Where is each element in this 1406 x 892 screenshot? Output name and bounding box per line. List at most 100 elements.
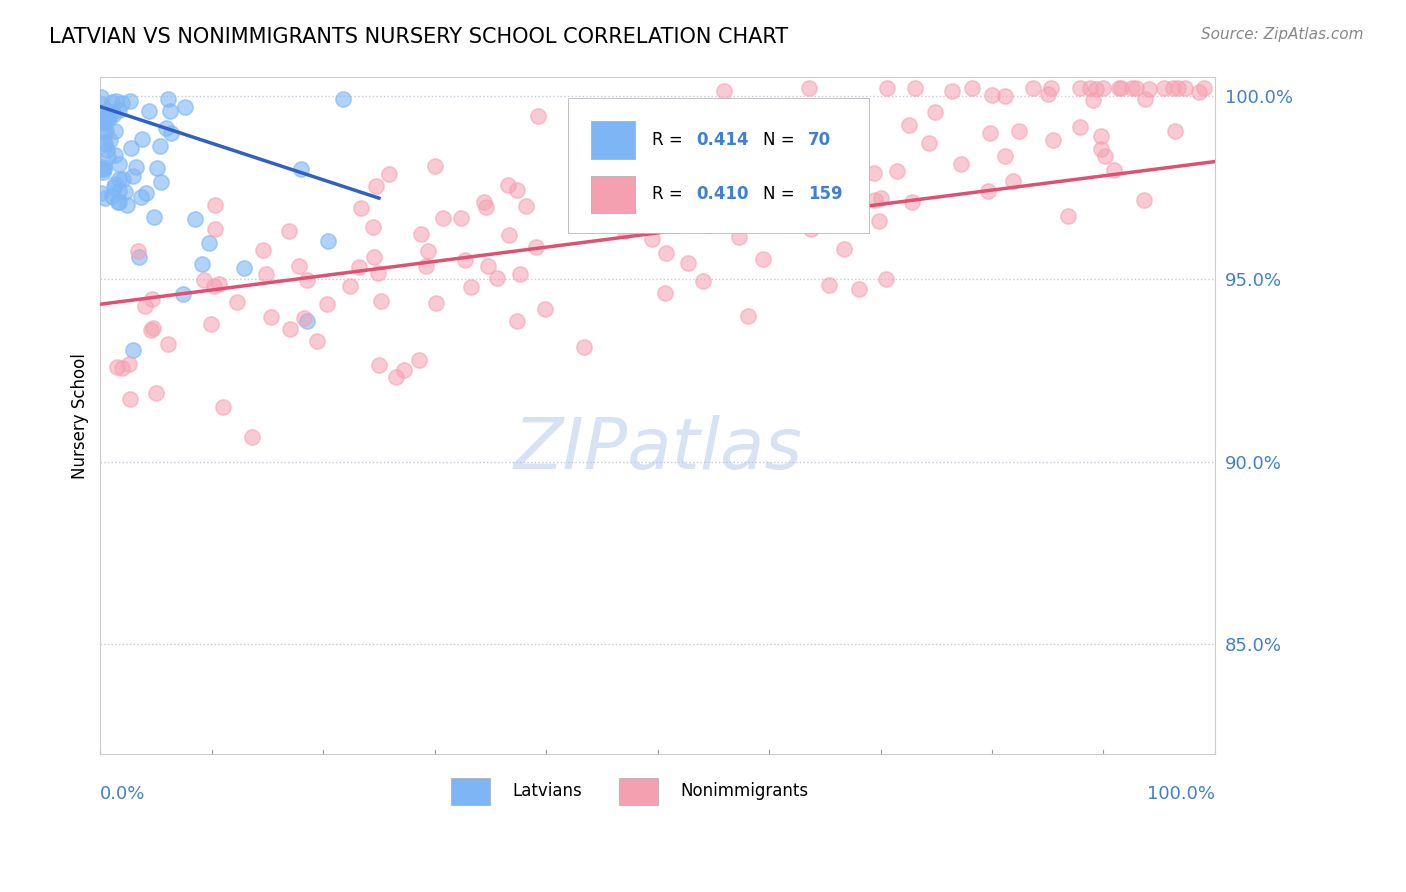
Point	[145, 161, 167, 176]
Point	[450, 211, 472, 225]
Point	[714, 194, 737, 209]
Point	[339, 278, 361, 293]
Text: N =: N =	[763, 131, 800, 149]
Point	[817, 277, 839, 292]
Point	[212, 400, 235, 414]
Point	[290, 162, 312, 177]
Y-axis label: Nursery School: Nursery School	[72, 353, 89, 479]
Point	[727, 230, 749, 244]
Point	[91, 164, 114, 178]
Point	[107, 195, 129, 210]
Point	[1057, 209, 1080, 223]
Point	[614, 224, 637, 238]
Text: 0.414: 0.414	[696, 131, 749, 149]
Point	[672, 205, 695, 219]
Text: 70: 70	[808, 131, 831, 149]
Point	[655, 245, 678, 260]
Point	[506, 314, 529, 328]
Point	[1188, 86, 1211, 100]
Point	[103, 179, 125, 194]
Point	[202, 279, 225, 293]
Text: Nonimmigrants: Nonimmigrants	[681, 782, 808, 800]
Point	[1083, 93, 1105, 107]
Point	[1038, 87, 1060, 101]
Point	[1069, 81, 1091, 95]
Point	[869, 191, 891, 205]
FancyBboxPatch shape	[451, 778, 491, 805]
Point	[1008, 124, 1031, 138]
Point	[120, 94, 142, 108]
Point	[979, 126, 1001, 140]
FancyBboxPatch shape	[619, 778, 658, 805]
Point	[460, 280, 482, 294]
Point	[174, 100, 197, 114]
Point	[1039, 81, 1062, 95]
Point	[184, 212, 207, 227]
Text: 100.0%: 100.0%	[1147, 785, 1215, 803]
Text: R =: R =	[652, 185, 688, 202]
Point	[752, 197, 775, 211]
Point	[131, 132, 153, 146]
Point	[105, 359, 128, 374]
Point	[159, 126, 181, 140]
Point	[143, 210, 166, 224]
Point	[425, 295, 447, 310]
Point	[94, 191, 117, 205]
Point	[96, 110, 118, 124]
Point	[676, 256, 699, 270]
Point	[378, 167, 401, 181]
Point	[107, 156, 129, 170]
Point	[1121, 81, 1143, 95]
Point	[138, 103, 160, 118]
Point	[799, 222, 821, 236]
Point	[90, 186, 112, 200]
Point	[108, 194, 131, 209]
Point	[1133, 92, 1156, 106]
Point	[1192, 81, 1215, 95]
Point	[159, 103, 181, 118]
Point	[97, 113, 120, 128]
Point	[347, 260, 370, 274]
Point	[665, 125, 688, 139]
Point	[141, 323, 163, 337]
Point	[111, 361, 134, 376]
Text: 0.410: 0.410	[696, 185, 749, 202]
Point	[191, 257, 214, 271]
Point	[93, 124, 115, 138]
Point	[142, 320, 165, 334]
Point	[101, 108, 124, 122]
Point	[738, 156, 761, 170]
Point	[1090, 128, 1112, 143]
Point	[454, 253, 477, 268]
Point	[863, 166, 886, 180]
Point	[101, 189, 124, 203]
Point	[1002, 174, 1025, 188]
Text: Latvians: Latvians	[513, 782, 582, 800]
Point	[825, 191, 848, 205]
Point	[204, 198, 226, 212]
Point	[960, 81, 983, 95]
Point	[474, 200, 496, 214]
Point	[149, 139, 172, 153]
Point	[572, 340, 595, 354]
Point	[993, 148, 1015, 162]
Point	[316, 297, 339, 311]
Point	[97, 150, 120, 164]
Point	[104, 177, 127, 191]
Point	[1069, 120, 1091, 135]
Point	[385, 370, 408, 384]
Point	[1153, 81, 1175, 95]
Point	[135, 186, 157, 200]
Point	[886, 163, 908, 178]
Point	[361, 219, 384, 234]
Point	[193, 273, 215, 287]
Text: R =: R =	[652, 131, 688, 149]
Point	[730, 215, 752, 229]
Point	[498, 228, 520, 243]
Point	[1133, 194, 1156, 208]
Point	[134, 299, 156, 313]
Point	[350, 201, 373, 215]
Point	[111, 96, 134, 111]
Point	[252, 244, 274, 258]
Point	[950, 157, 973, 171]
